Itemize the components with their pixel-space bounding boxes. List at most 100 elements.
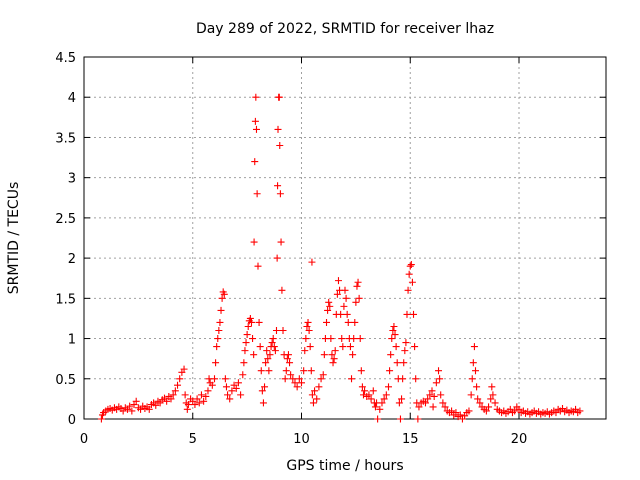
data-point bbox=[273, 254, 281, 262]
data-point bbox=[287, 371, 295, 379]
data-point bbox=[469, 359, 477, 367]
data-point bbox=[313, 395, 321, 403]
data-point bbox=[303, 322, 311, 330]
data-point bbox=[275, 93, 283, 101]
data-point bbox=[208, 381, 216, 389]
data-point bbox=[174, 381, 182, 389]
data-point bbox=[239, 371, 247, 379]
data-point bbox=[350, 335, 358, 343]
data-point bbox=[234, 379, 242, 387]
data-point bbox=[293, 383, 301, 391]
data-point bbox=[276, 141, 284, 149]
data-point bbox=[393, 359, 401, 367]
data-point bbox=[251, 158, 259, 166]
data-point bbox=[269, 335, 277, 343]
data-point bbox=[385, 383, 392, 391]
data-point bbox=[256, 343, 264, 351]
data-point bbox=[315, 383, 323, 391]
data-point bbox=[232, 384, 240, 392]
data-point bbox=[452, 409, 460, 417]
data-point bbox=[326, 302, 334, 310]
data-point bbox=[305, 327, 313, 335]
data-point bbox=[408, 278, 416, 286]
data-point bbox=[284, 351, 292, 359]
data-point bbox=[252, 93, 260, 101]
data-point bbox=[448, 407, 456, 415]
data-point bbox=[467, 391, 475, 399]
data-point bbox=[197, 391, 205, 399]
data-point bbox=[324, 306, 332, 314]
data-point bbox=[298, 379, 305, 387]
data-point bbox=[390, 322, 398, 330]
data-point bbox=[282, 367, 290, 375]
data-point bbox=[482, 407, 490, 415]
data-point bbox=[221, 375, 229, 383]
chart-title: Day 289 of 2022, SRMTID for receiver lha… bbox=[196, 21, 494, 37]
data-point bbox=[412, 375, 420, 383]
data-point bbox=[333, 290, 341, 298]
data-point bbox=[254, 262, 262, 270]
data-point bbox=[401, 347, 409, 355]
data-point bbox=[329, 359, 337, 367]
data-point bbox=[240, 359, 248, 367]
data-point bbox=[184, 401, 192, 409]
data-point bbox=[320, 351, 328, 359]
data-point bbox=[403, 310, 411, 318]
data-point bbox=[183, 405, 191, 413]
data-point bbox=[342, 294, 350, 302]
data-point bbox=[211, 375, 218, 383]
data-point bbox=[365, 391, 373, 399]
data-point bbox=[291, 379, 299, 387]
data-point bbox=[307, 367, 315, 375]
data-point bbox=[145, 405, 153, 413]
y-tick-label: 4.5 bbox=[55, 51, 76, 66]
data-point bbox=[337, 310, 345, 318]
y-tick-label: 1 bbox=[68, 333, 76, 348]
data-point bbox=[200, 397, 208, 405]
data-point bbox=[346, 343, 354, 351]
data-point bbox=[358, 383, 366, 391]
data-point bbox=[241, 347, 249, 355]
data-point bbox=[152, 401, 160, 409]
data-point bbox=[356, 335, 364, 343]
data-point bbox=[400, 359, 408, 367]
data-point bbox=[302, 335, 310, 343]
data-point bbox=[218, 294, 226, 302]
data-point bbox=[272, 327, 280, 335]
data-point bbox=[435, 367, 443, 375]
data-point bbox=[224, 391, 232, 399]
data-point bbox=[279, 327, 287, 335]
data-point bbox=[402, 339, 410, 347]
data-point bbox=[237, 391, 245, 399]
data-point bbox=[274, 125, 282, 133]
data-point bbox=[246, 314, 254, 322]
data-point bbox=[247, 318, 255, 326]
data-point bbox=[202, 392, 210, 400]
data-point bbox=[382, 391, 390, 399]
data-point bbox=[361, 387, 369, 395]
data-point bbox=[250, 351, 258, 359]
data-point bbox=[255, 318, 263, 326]
data-point bbox=[243, 331, 251, 339]
data-point bbox=[344, 318, 352, 326]
data-point bbox=[228, 387, 236, 395]
data-point bbox=[473, 383, 481, 391]
data-point bbox=[338, 335, 346, 343]
data-point bbox=[176, 375, 184, 383]
data-point bbox=[128, 407, 136, 415]
data-point bbox=[465, 407, 473, 415]
data-point bbox=[132, 397, 140, 405]
data-point bbox=[213, 343, 221, 351]
data-point bbox=[371, 403, 379, 411]
data-point bbox=[265, 367, 273, 375]
ticks-layer: 0 0.5 1 1.5 2 2.5 3 3.5 4 4.5 0 5 10 15 20 bbox=[55, 51, 606, 447]
data-points bbox=[97, 93, 584, 423]
x-tick-label: 20 bbox=[511, 432, 528, 447]
data-point bbox=[195, 399, 203, 407]
data-point bbox=[276, 190, 284, 198]
data-point bbox=[352, 298, 360, 306]
data-point bbox=[277, 238, 285, 246]
data-point bbox=[353, 282, 361, 290]
data-point bbox=[432, 379, 440, 387]
